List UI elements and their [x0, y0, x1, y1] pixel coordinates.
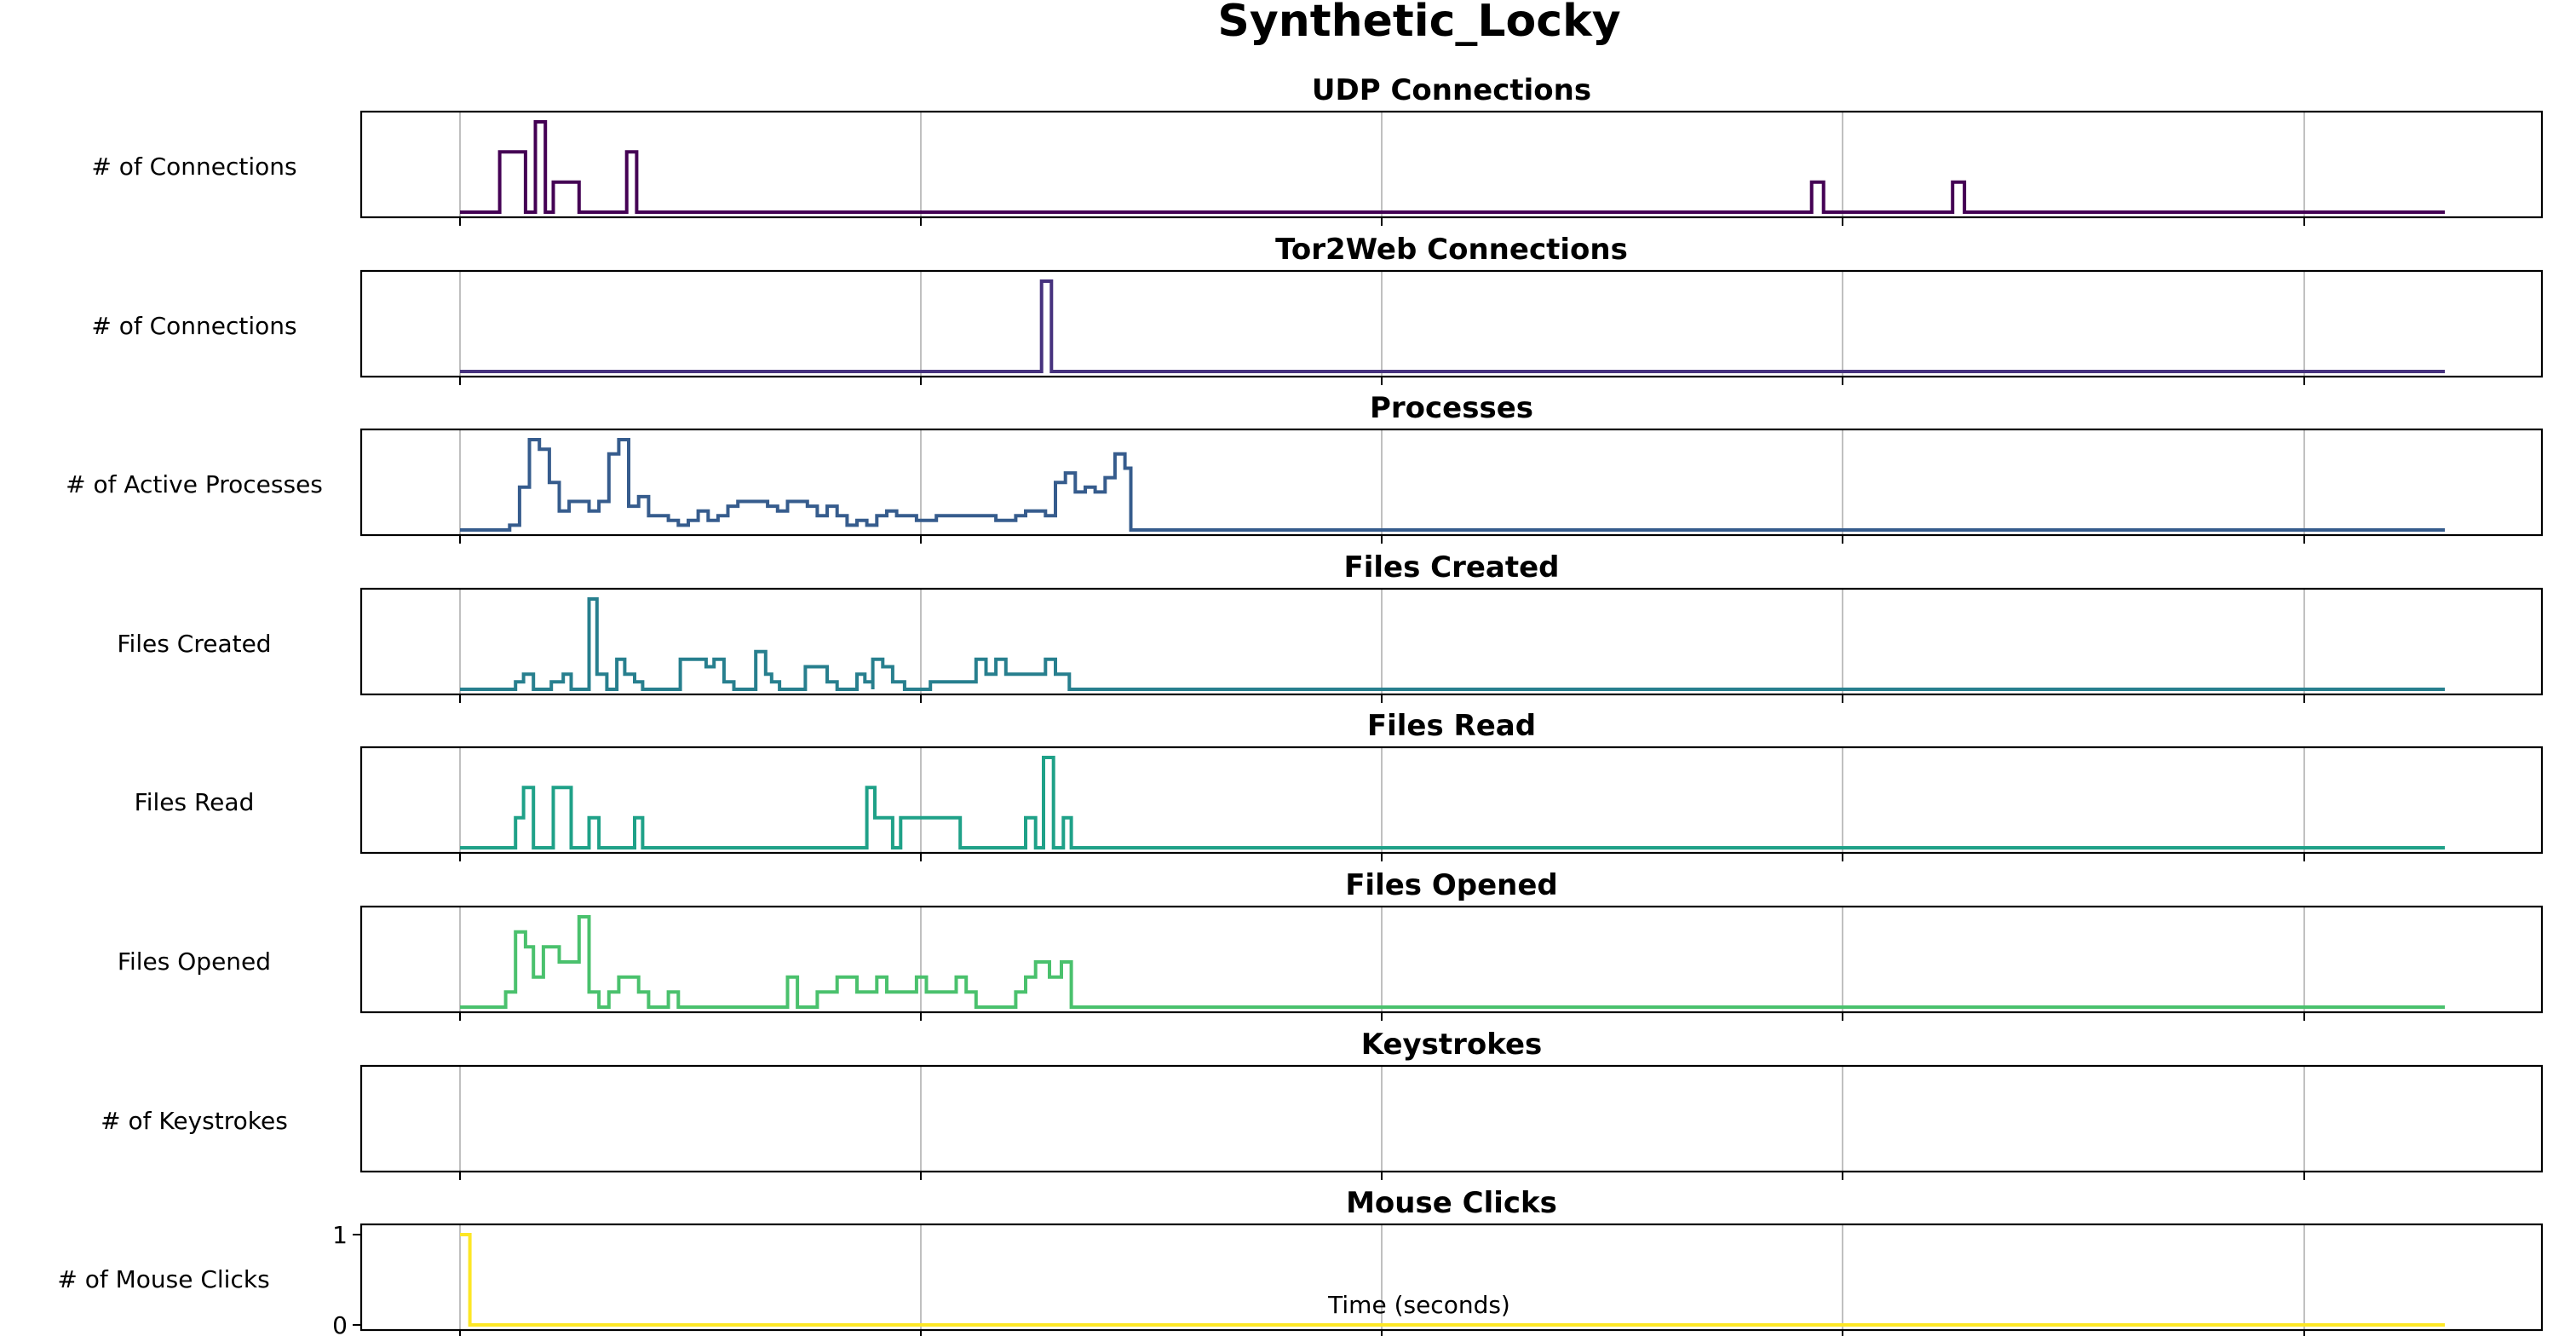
plot-frame [359, 587, 2544, 696]
y-axis-label: Files Read [135, 788, 255, 816]
panel-title: Mouse Clicks [1346, 1186, 1557, 1220]
panel-title: UDP Connections [1312, 73, 1591, 107]
panel-title: Files Opened [1345, 868, 1558, 902]
y-tick-label: 0 [332, 1311, 348, 1336]
panel-files-created: Files Created Files Created [117, 550, 2544, 703]
plot-frame [359, 905, 2544, 1014]
plot-frame [359, 1223, 2544, 1332]
figure-title: Synthetic_Locky [1217, 0, 1620, 47]
plot-frame [359, 746, 2544, 855]
plot-frame [359, 269, 2544, 378]
y-axis-label: # of Mouse Clicks [57, 1265, 269, 1293]
series-line [460, 915, 2445, 1009]
plot-frame [359, 428, 2544, 537]
panel-keystrokes: Keystrokes # of Keystrokes [101, 1028, 2544, 1180]
y-axis-label: Files Created [117, 630, 271, 658]
y-axis-label: # of Connections [91, 153, 296, 181]
panel-processes: Processes # of Active Processes [66, 391, 2544, 544]
panel-title: Keystrokes [1361, 1028, 1543, 1062]
panel-title: Files Read [1367, 709, 1536, 743]
series-line [460, 279, 2445, 373]
panel-tor2web-connections: Tor2Web Connections # of Connections [91, 233, 2544, 385]
series-line [460, 1233, 2445, 1327]
y-axis-label: # of Keystrokes [101, 1107, 288, 1135]
series-line [460, 438, 2445, 532]
x-axis-label: Time (seconds) [1327, 1291, 1510, 1319]
panel-files-read: Files Read Files Read [135, 709, 2544, 861]
y-axis-label: Files Opened [118, 947, 271, 976]
y-axis-label: # of Active Processes [66, 470, 323, 498]
panel-title: Files Created [1343, 550, 1559, 584]
series-line [460, 756, 2445, 849]
y-tick-label: 1 [332, 1221, 348, 1249]
panel-title: Processes [1370, 391, 1533, 425]
panel-files-opened: Files Opened Files Opened [118, 868, 2544, 1021]
plot-frame [359, 1064, 2544, 1173]
plot-frame [359, 110, 2544, 219]
panel-udp-connections: UDP Connections # of Connections [91, 73, 2544, 226]
series-line [460, 597, 2445, 691]
y-axis-label: # of Connections [91, 312, 296, 340]
series-line [460, 120, 2445, 214]
panel-mouse-clicks: Mouse Clicks # of Mouse Clicks 1 0 Time (sec… [57, 1186, 2544, 1336]
panel-title: Tor2Web Connections [1275, 233, 1628, 267]
